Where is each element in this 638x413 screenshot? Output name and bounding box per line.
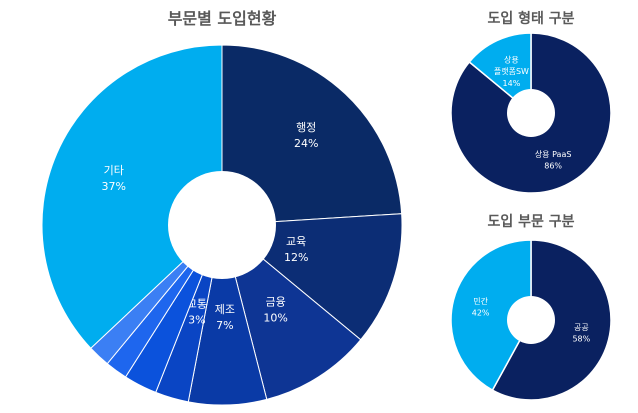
type-chart-title: 도입 형태 구분 [487, 10, 574, 27]
slice-value-label: 42% [472, 309, 490, 318]
slice-category-label: 교육 [286, 235, 306, 248]
slice-category-label: 플랫폼SW [494, 66, 529, 76]
donut-hole [507, 296, 555, 344]
slice-value-label: 58% [572, 335, 590, 344]
slice-value-label: 86% [544, 162, 562, 171]
slice-value-label: 37% [101, 180, 125, 193]
slice-value-label: 24% [294, 137, 318, 150]
slice-category-label: 공공 [574, 323, 589, 332]
slice-value-label: 12% [284, 251, 308, 264]
donut-hole [168, 171, 276, 279]
slice-category-label: 제조 [215, 303, 235, 316]
sector-chart-title: 도입 부문 구분 [487, 214, 574, 230]
slice-category-label: 상용 [504, 55, 519, 65]
pie-slice [221, 44, 403, 226]
slice-category-label: 민간 [473, 296, 488, 306]
slice-category-label: 상용 PaaS [535, 149, 572, 159]
slice-category-label: 행정 [296, 121, 316, 134]
slice-value-label: 10% [263, 311, 287, 324]
slice-value-label: 7% [216, 319, 233, 332]
slice-value-label: 14% [503, 79, 521, 88]
pie-slice [221, 223, 362, 400]
slice-value-label: 3% [188, 313, 205, 326]
donut-hole [507, 89, 555, 137]
pie-slice [468, 32, 532, 115]
pie-slice [41, 44, 223, 349]
slice-category-label: 금융 [265, 295, 285, 308]
slice-category-label: 기타 [104, 164, 124, 177]
main-chart-title: 부문별 도입현황 [168, 9, 277, 28]
sector-donut-chart: 공공 58% 민간 42% [450, 239, 612, 401]
pie-slice [450, 239, 532, 392]
